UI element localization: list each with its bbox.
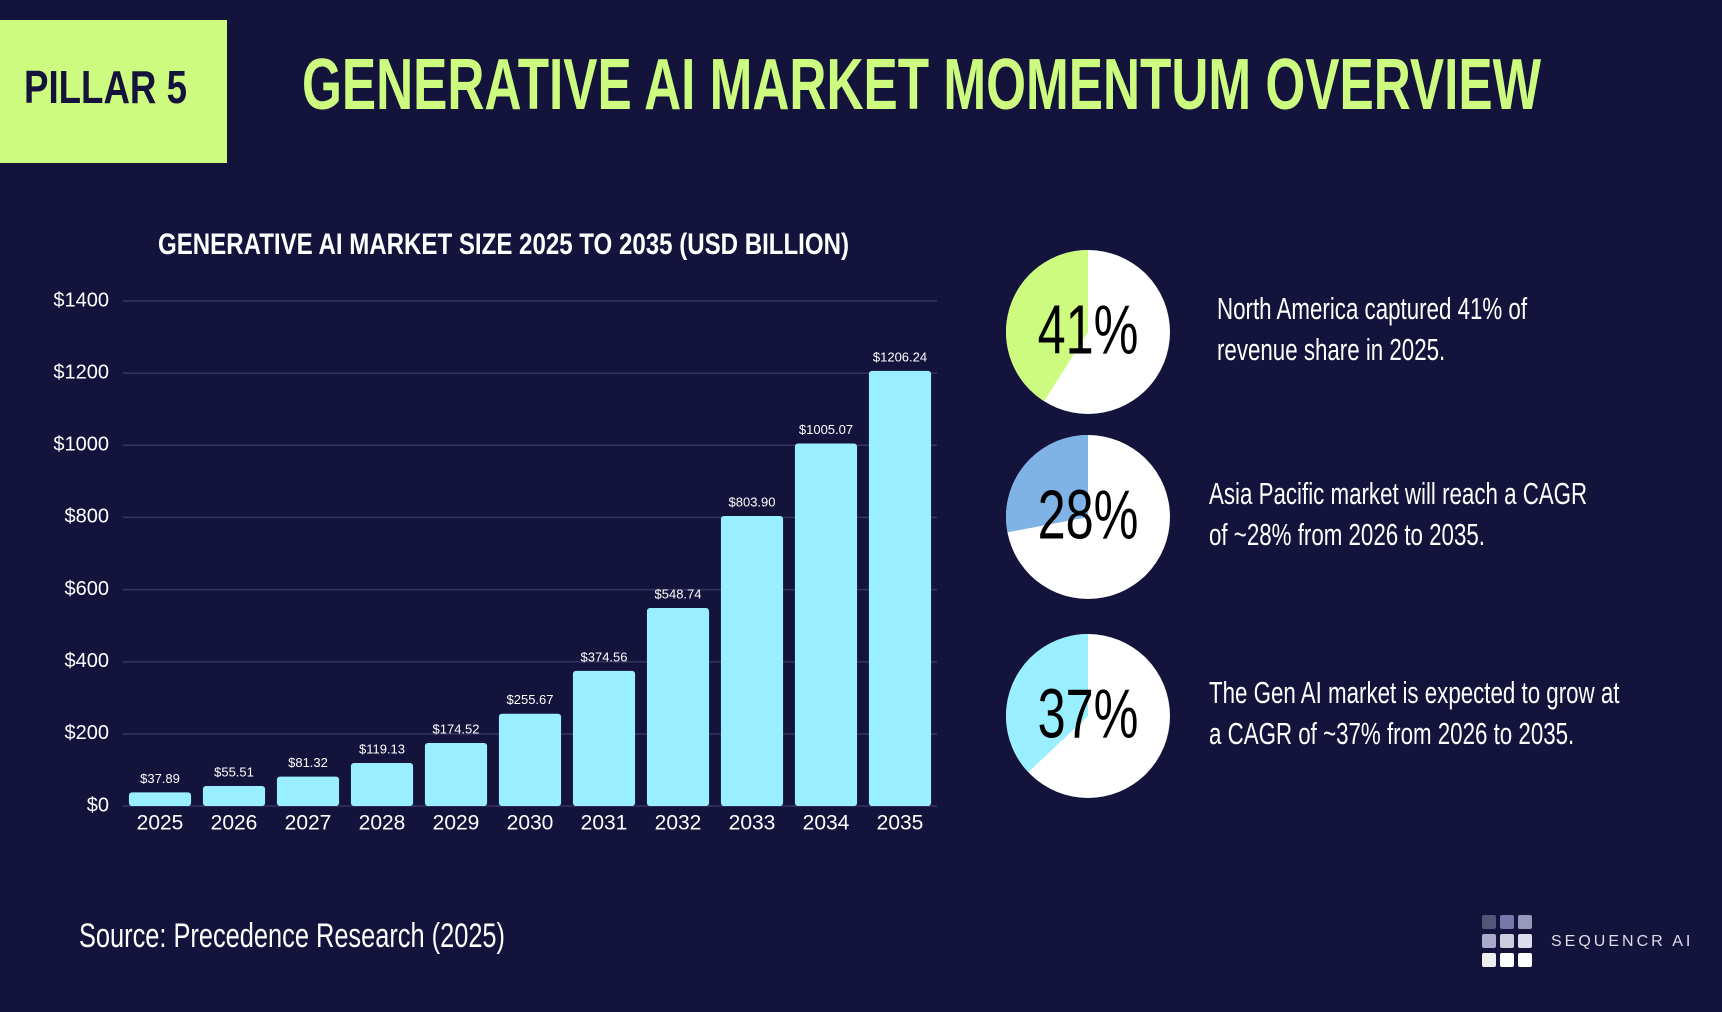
bar — [276, 776, 340, 806]
x-tick-label: 2027 — [285, 812, 332, 835]
y-tick-label: $600 — [65, 578, 110, 600]
x-tick-label: 2031 — [581, 812, 628, 835]
pie-slice — [1006, 435, 1088, 533]
bar — [868, 370, 932, 806]
badge — [0, 20, 227, 163]
annotation: revenue share in 2025. — [1217, 333, 1445, 367]
pie-slice — [1006, 250, 1088, 402]
y-tick-label: $800 — [65, 506, 110, 528]
annotation: Asia Pacific market will reach a CAGR — [1209, 477, 1587, 511]
bar — [128, 792, 192, 806]
annotation: North America captured 41% of — [1217, 292, 1527, 326]
chart-title: GENERATIVE AI MARKET SIZE 2025 TO 2035 (… — [158, 228, 849, 261]
annotation: a CAGR of ~37% from 2026 to 2035. — [1209, 717, 1574, 751]
x-tick-label: 2035 — [877, 812, 924, 835]
bar — [720, 516, 784, 806]
x-tick-label: 2026 — [211, 812, 258, 835]
logo-icon — [1482, 915, 1532, 967]
bar — [202, 785, 266, 806]
x-tick-label: 2029 — [433, 812, 480, 835]
pie-label: 28% — [1038, 475, 1139, 553]
value-label: $803.90 — [729, 494, 776, 509]
x-tick-label: 2028 — [359, 812, 406, 835]
bar — [572, 670, 636, 806]
bar — [646, 608, 710, 806]
x-tick-label: 2032 — [655, 812, 702, 835]
x-tick-label: 2025 — [137, 812, 184, 835]
value-label: $374.56 — [581, 649, 628, 664]
bar — [794, 443, 858, 806]
y-tick-label: $1400 — [53, 289, 109, 311]
y-tick-label: $1200 — [53, 361, 109, 383]
logo-text: SEQUENCR AI — [1551, 933, 1693, 950]
page-title: GENERATIVE AI MARKET MOMENTUM OVERVIEW — [302, 45, 1541, 125]
annotation: of ~28% from 2026 to 2035. — [1209, 518, 1485, 552]
value-label: $55.51 — [214, 764, 254, 779]
value-label: $174.52 — [433, 721, 480, 736]
bar — [424, 743, 488, 806]
x-tick-label: 2030 — [507, 812, 554, 835]
x-tick-label: 2034 — [803, 812, 850, 835]
value-label: $548.74 — [655, 586, 702, 601]
value-label: $37.89 — [140, 771, 180, 786]
y-tick-label: $400 — [65, 650, 110, 672]
pie-slice — [1006, 634, 1088, 773]
pie-label: 37% — [1038, 674, 1139, 752]
annotation: The Gen AI market is expected to grow at — [1209, 676, 1620, 710]
bar — [350, 763, 414, 806]
badge-text: PILLAR 5 — [24, 61, 187, 113]
value-label: $1005.07 — [799, 422, 853, 437]
value-label: $119.13 — [359, 741, 405, 756]
y-tick-label: $200 — [65, 722, 110, 744]
y-tick-label: $1000 — [53, 434, 109, 456]
value-label: $81.32 — [288, 755, 328, 770]
source: Source: Precedence Research (2025) — [79, 917, 505, 955]
y-tick-label: $0 — [87, 794, 109, 816]
bar — [498, 713, 562, 806]
value-label: $1206.24 — [873, 349, 927, 364]
value-label: $255.67 — [507, 692, 554, 707]
x-tick-label: 2033 — [729, 812, 776, 835]
pie-label: 41% — [1038, 290, 1139, 368]
